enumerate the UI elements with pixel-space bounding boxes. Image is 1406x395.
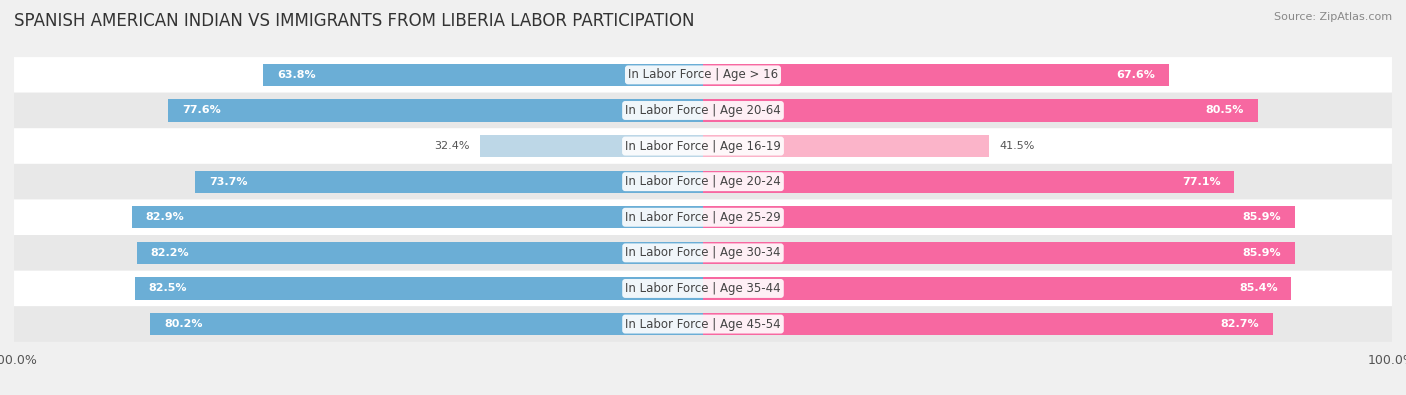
- Text: In Labor Force | Age 20-64: In Labor Force | Age 20-64: [626, 104, 780, 117]
- Text: 80.5%: 80.5%: [1205, 105, 1244, 115]
- Text: 73.7%: 73.7%: [209, 177, 247, 187]
- Bar: [479, 135, 703, 157]
- Text: 82.5%: 82.5%: [149, 284, 187, 293]
- Text: In Labor Force | Age 20-24: In Labor Force | Age 20-24: [626, 175, 780, 188]
- Text: 82.9%: 82.9%: [146, 212, 184, 222]
- FancyBboxPatch shape: [14, 199, 1392, 235]
- FancyBboxPatch shape: [14, 306, 1392, 342]
- Text: SPANISH AMERICAN INDIAN VS IMMIGRANTS FROM LIBERIA LABOR PARTICIPATION: SPANISH AMERICAN INDIAN VS IMMIGRANTS FR…: [14, 12, 695, 30]
- Text: In Labor Force | Age 16-19: In Labor Force | Age 16-19: [626, 139, 780, 152]
- Bar: [263, 64, 703, 86]
- FancyBboxPatch shape: [14, 271, 1392, 306]
- Bar: [150, 313, 703, 335]
- Text: 85.9%: 85.9%: [1243, 248, 1281, 258]
- Bar: [703, 64, 1168, 86]
- Bar: [703, 242, 1295, 264]
- FancyBboxPatch shape: [14, 128, 1392, 164]
- Text: In Labor Force | Age 30-34: In Labor Force | Age 30-34: [626, 246, 780, 260]
- Text: 77.1%: 77.1%: [1182, 177, 1220, 187]
- Text: In Labor Force | Age > 16: In Labor Force | Age > 16: [628, 68, 778, 81]
- Bar: [703, 135, 988, 157]
- Bar: [703, 171, 1234, 193]
- Text: 67.6%: 67.6%: [1116, 70, 1154, 80]
- FancyBboxPatch shape: [14, 93, 1392, 128]
- FancyBboxPatch shape: [14, 57, 1392, 93]
- Text: In Labor Force | Age 25-29: In Labor Force | Age 25-29: [626, 211, 780, 224]
- Text: 85.4%: 85.4%: [1239, 284, 1278, 293]
- Text: 82.2%: 82.2%: [150, 248, 188, 258]
- Bar: [169, 100, 703, 122]
- FancyBboxPatch shape: [14, 235, 1392, 271]
- Bar: [703, 100, 1257, 122]
- Bar: [195, 171, 703, 193]
- Bar: [703, 206, 1295, 228]
- Text: In Labor Force | Age 35-44: In Labor Force | Age 35-44: [626, 282, 780, 295]
- Text: 80.2%: 80.2%: [165, 319, 202, 329]
- Text: 77.6%: 77.6%: [183, 105, 221, 115]
- Text: 32.4%: 32.4%: [434, 141, 470, 151]
- FancyBboxPatch shape: [14, 164, 1392, 199]
- Text: 41.5%: 41.5%: [1000, 141, 1035, 151]
- Bar: [135, 277, 703, 299]
- Bar: [703, 277, 1291, 299]
- Text: In Labor Force | Age 45-54: In Labor Force | Age 45-54: [626, 318, 780, 331]
- Text: Source: ZipAtlas.com: Source: ZipAtlas.com: [1274, 12, 1392, 22]
- Text: 82.7%: 82.7%: [1220, 319, 1258, 329]
- Bar: [132, 206, 703, 228]
- Text: 85.9%: 85.9%: [1243, 212, 1281, 222]
- Bar: [703, 313, 1272, 335]
- Text: 63.8%: 63.8%: [277, 70, 316, 80]
- Bar: [136, 242, 703, 264]
